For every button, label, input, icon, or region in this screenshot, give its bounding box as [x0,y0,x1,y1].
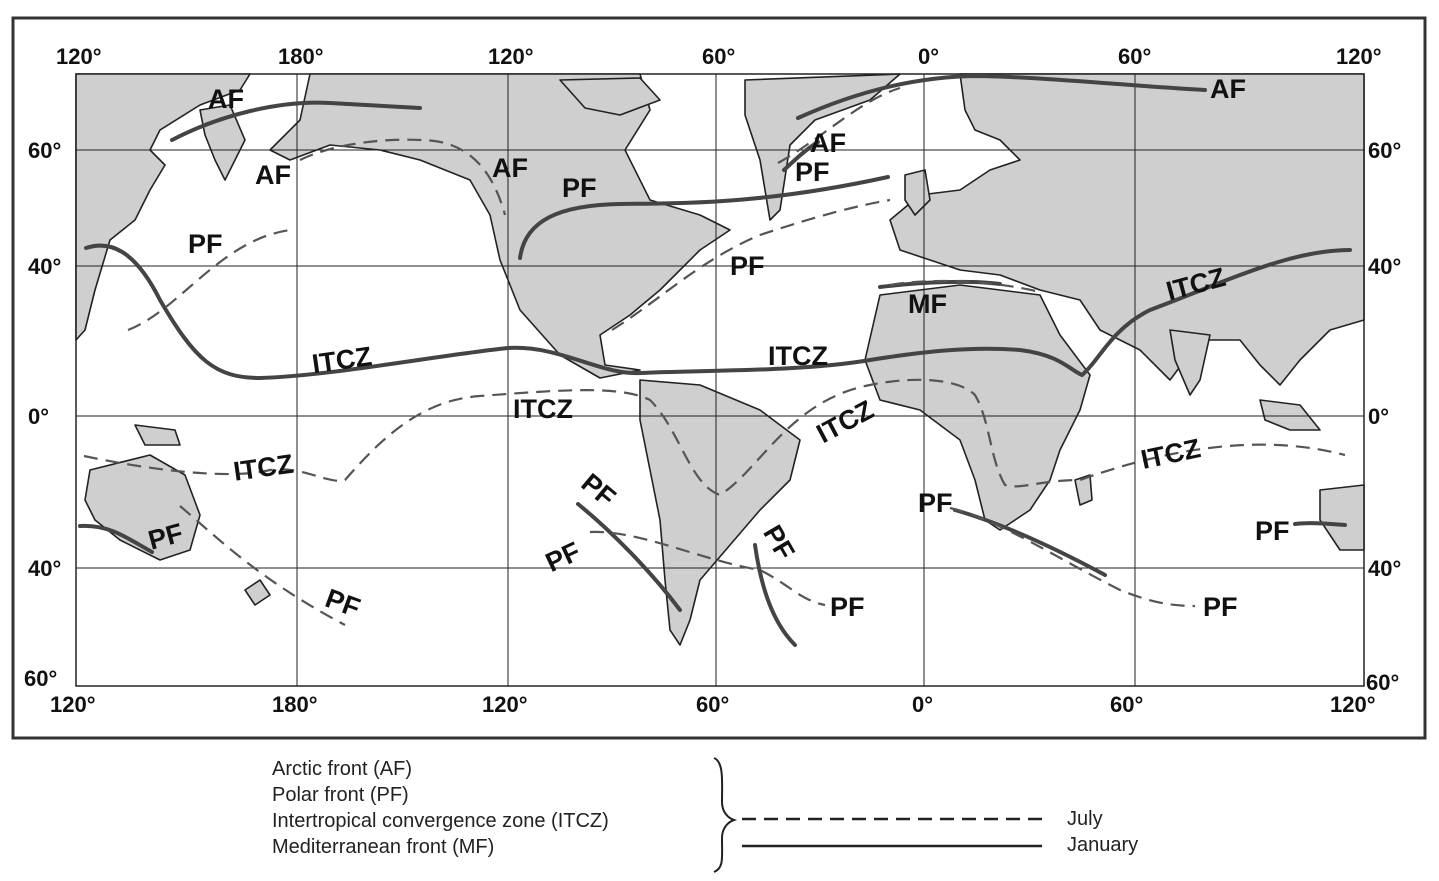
lon-tick: 120° [488,44,534,69]
lon-tick: 180° [278,44,324,69]
lat-tick: 60° [28,138,61,163]
af-siberia-jan-line [796,73,1207,120]
pf-label: PF [918,488,953,518]
legend-brace [713,757,738,873]
itcz-jul-line [83,378,1346,497]
af-label: AF [1210,74,1246,104]
af-label: AF [255,160,291,190]
new-guinea-land [134,424,181,446]
legend-item-polar-front: Polar front (PF) [272,784,409,806]
pf-atlantic-jul-line [611,198,891,331]
indonesia-land [1259,399,1321,431]
itcz-label: ITCZ [513,394,573,424]
lat-tick: 0° [1368,404,1389,429]
pf-label: PF [730,251,765,281]
pf-label: PF [830,592,865,622]
lon-tick: 120° [1330,692,1376,717]
arctic-islands-land [559,77,661,116]
africa-land [864,284,1091,531]
pf-pacific-jul-line [127,228,291,332]
legend-july-label: July [1067,808,1103,830]
lat-tick: 40° [28,254,61,279]
east-asia-land [75,73,251,341]
lon-tick: 120° [1336,44,1382,69]
south-america-land [639,379,801,646]
itcz-label: ITCZ [768,341,828,371]
lat-tick: 60° [1366,670,1399,695]
pf-label: PF [1255,516,1290,546]
lat-tick: 60° [1368,138,1401,163]
lon-tick: 60° [1118,44,1151,69]
lon-tick: 0° [918,44,939,69]
pf-chile-jul-line [589,530,826,607]
longitude-ticks-top: 120° 180° 120° 60° 0° 60° 120° [56,44,1382,69]
lon-tick: 120° [56,44,102,69]
australia-land [84,454,201,561]
mf-jul-line [889,279,1041,294]
lon-tick: 0° [912,692,933,717]
af-label: AF [810,128,846,158]
longitude-ticks-bottom: 120° 180° 120° 60° 0° 60° 120° [50,692,1376,717]
af-pacific-jul-line [299,138,507,216]
lat-tick: 40° [1368,254,1401,279]
legend-item-itcz: Intertropical convergence zone (ITCZ) [272,810,609,832]
latitude-ticks-right: 60° 40° 0° 40° 60° [1366,138,1401,695]
india-land [1169,329,1211,396]
itcz-jan-line [84,243,1352,381]
graticule [76,74,1364,686]
pf-america-jan-line [518,175,890,260]
fronts-world-map: AF AF AF AF AF PF PF PF PF PF PF PF PF P… [11,16,1427,740]
pf-label: PF [1203,592,1238,622]
pf-chile-jan-line [576,502,682,612]
legend-item-mediterranean-front: Mediterranean front (MF) [272,836,495,858]
mf-label: MF [908,289,947,319]
lon-tick: 120° [50,692,96,717]
eurasia-land [889,73,1365,386]
legend-brace-and-keys [713,757,1047,873]
australia-east-land [1319,484,1365,551]
af-label: AF [208,84,244,114]
madagascar-land [1074,474,1093,506]
lon-tick: 120° [482,692,528,717]
pf-label: PF [795,157,830,187]
af-pacific-jan-line [170,100,422,142]
lat-tick: 60° [24,666,57,691]
af-atlantic-jul-line [777,86,901,164]
af-label: AF [492,153,528,183]
pf-label: PF [562,173,597,203]
lat-tick: 40° [28,556,61,581]
july-fronts [83,86,1346,626]
pf-label: PF [188,229,223,259]
lon-tick: 60° [1110,692,1143,717]
lon-tick: 180° [272,692,318,717]
pf-australia-jan-line [78,523,154,554]
lon-tick: 60° [702,44,735,69]
new-zealand-land [244,579,271,606]
legend-january-label: January [1067,834,1139,856]
pf-indian-jul-line [949,506,1196,608]
legend: Arctic front (AF) Polar front (PF) Inter… [272,752,1172,873]
lat-tick: 0° [28,404,49,429]
pf-south-africa-jan-line [953,508,1107,577]
latitude-ticks-left: 60° 40° 0° 40° 60° [24,138,61,691]
lat-tick: 40° [1368,556,1401,581]
pf-argentina-jan-line [753,543,797,647]
pf-east-indian-jan-line [1293,521,1347,527]
january-fronts [78,73,1352,647]
af-america-jan-line [782,140,820,172]
legend-item-arctic-front: Arctic front (AF) [272,758,413,780]
lon-tick: 60° [696,692,729,717]
